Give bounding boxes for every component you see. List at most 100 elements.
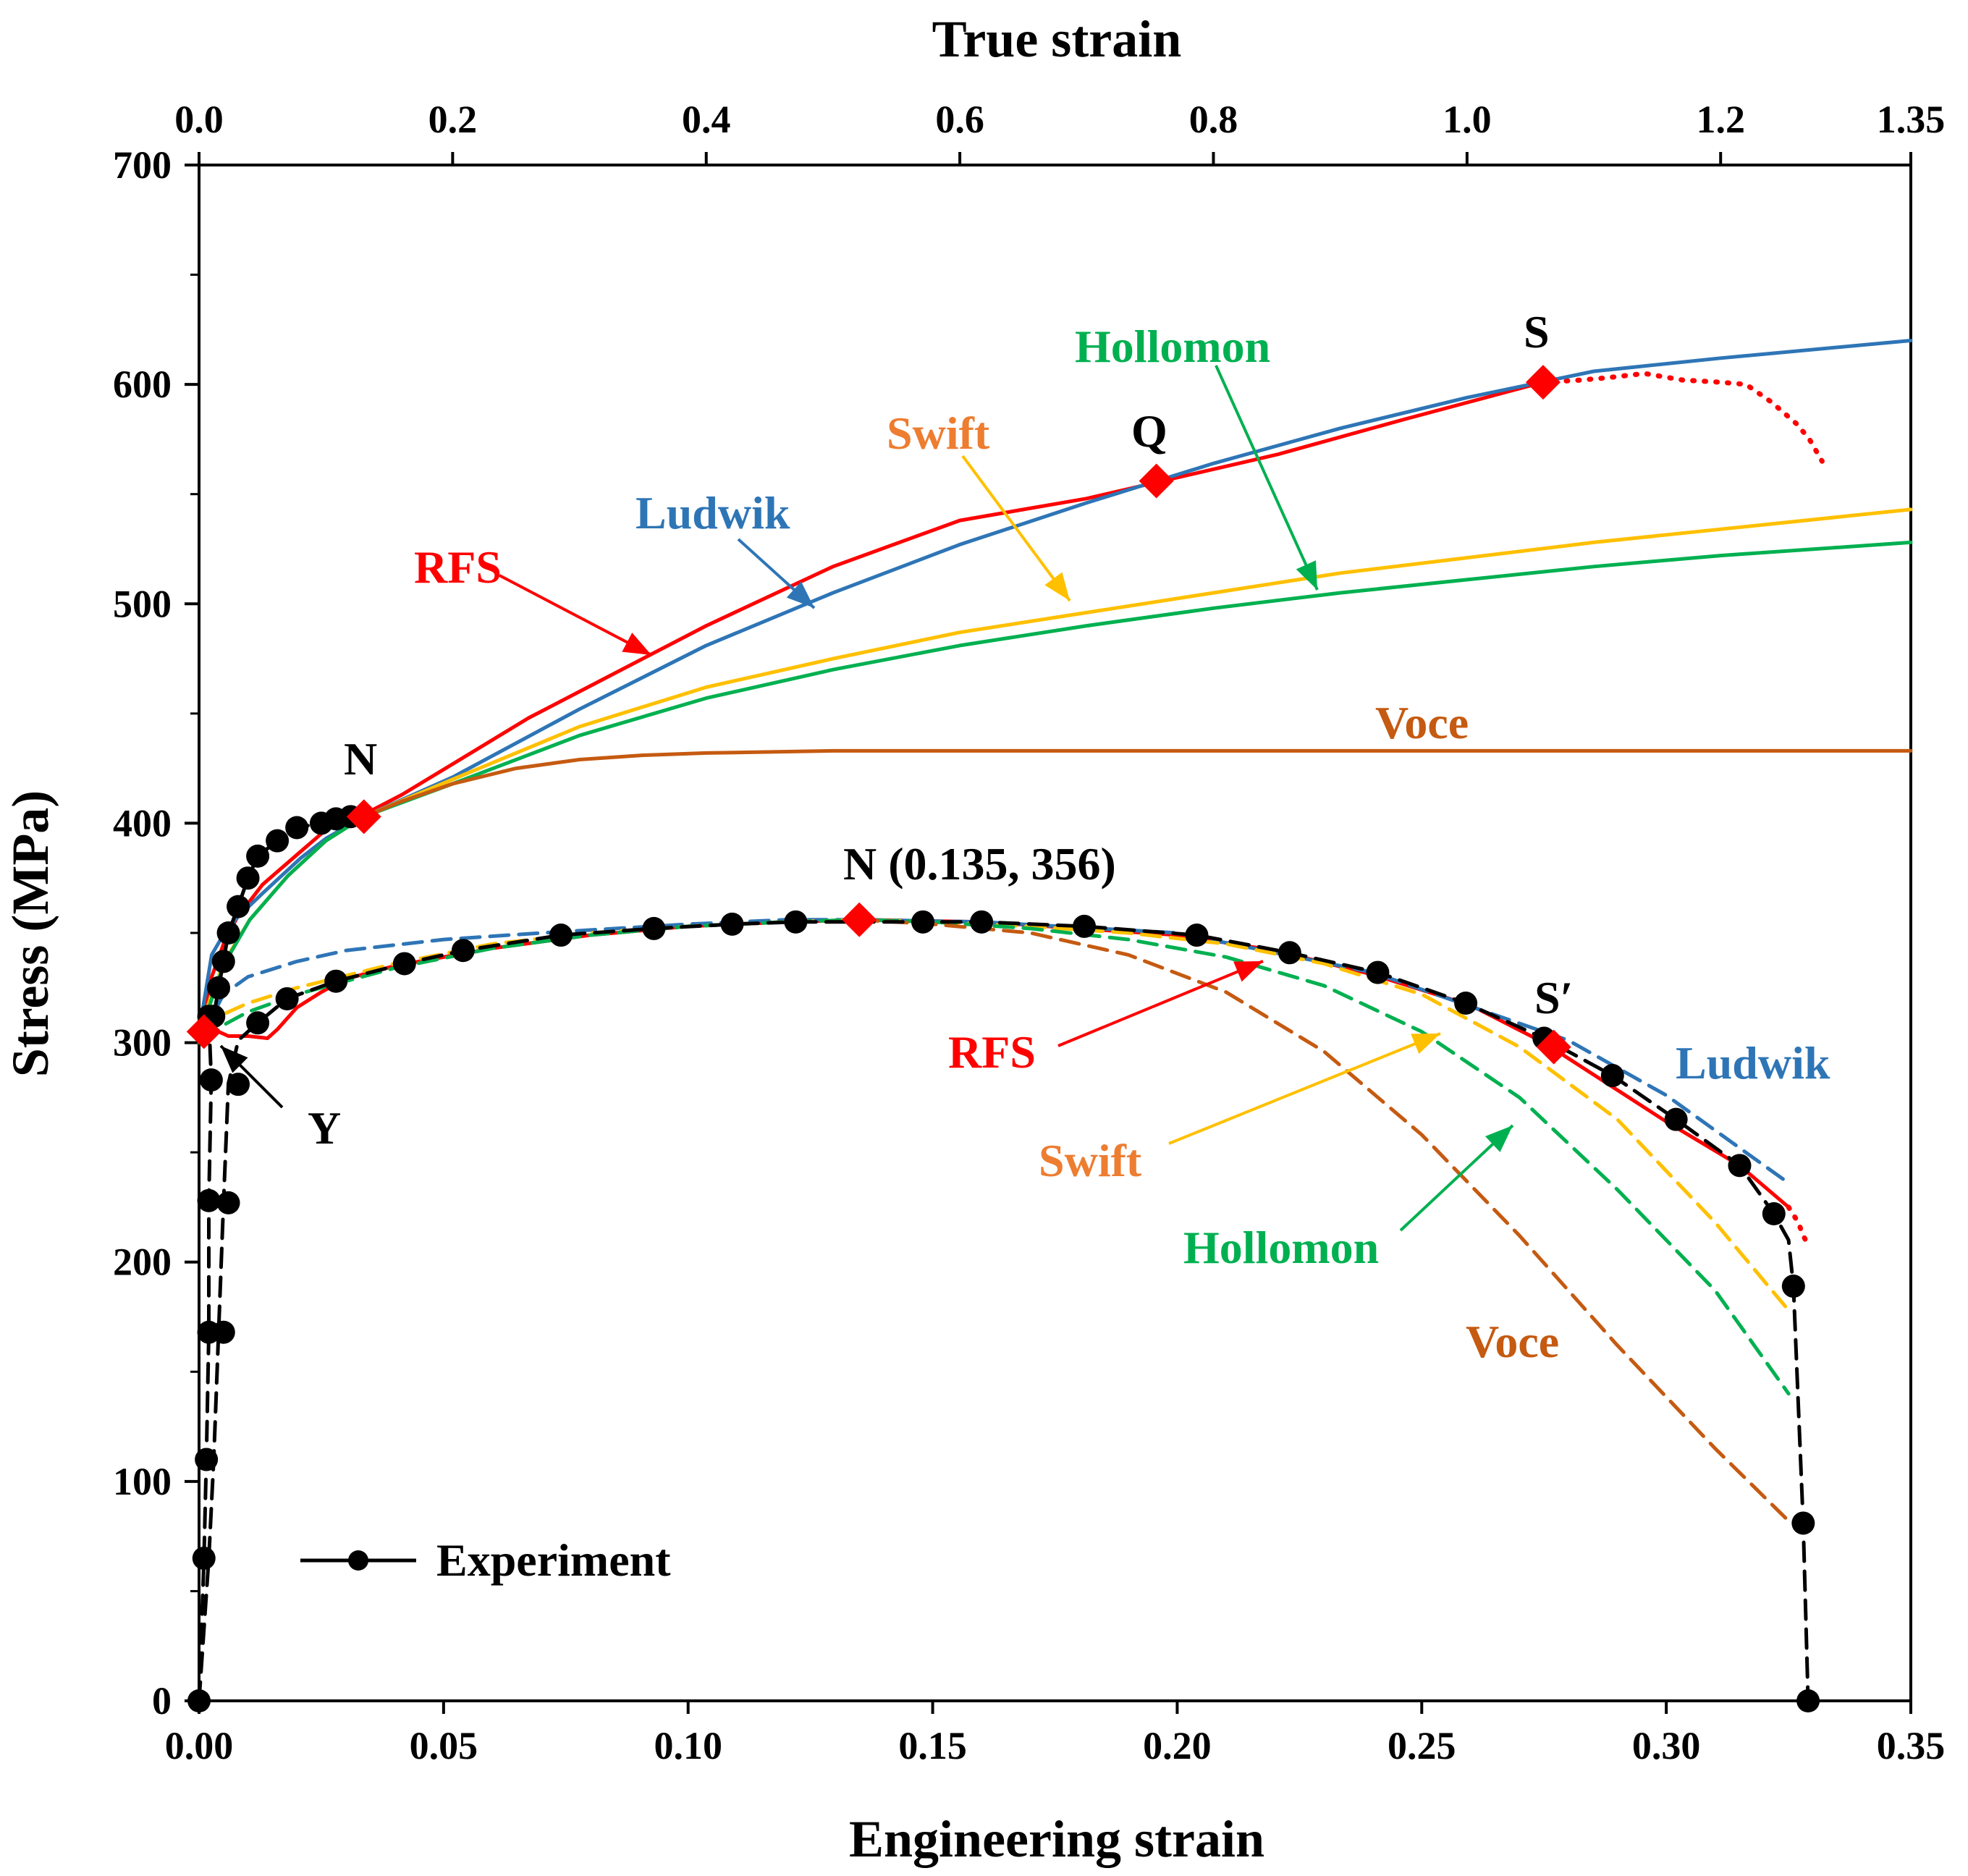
s-prime-label: S′ bbox=[1534, 972, 1574, 1023]
experiment-point bbox=[451, 939, 475, 963]
experiment-point bbox=[199, 1068, 223, 1092]
hollomon-top-arrow-head bbox=[1296, 560, 1317, 590]
rfs-top-arrow-head bbox=[622, 633, 651, 655]
rfs-bottom-label: RFS bbox=[948, 1026, 1036, 1078]
x2-tick-label: 0.2 bbox=[428, 98, 478, 141]
x2-tick-label: 1.35 bbox=[1877, 98, 1946, 141]
voce-engineering-curve bbox=[857, 918, 1791, 1523]
x-tick-label: 0.00 bbox=[165, 1724, 234, 1767]
axes-layer: 0.00 0.05 0.10 0.15 0.20 0.25 0.30 0.35 0.0 0.2 0.… bbox=[113, 98, 1945, 1767]
experiment-point bbox=[1366, 960, 1390, 984]
x-tick-label: 0.10 bbox=[654, 1724, 722, 1767]
y-tick-label: 700 bbox=[113, 143, 172, 187]
x2-tick-label: 0.6 bbox=[935, 98, 984, 141]
voce-bottom-label: Voce bbox=[1466, 1316, 1559, 1367]
s-label: S bbox=[1524, 306, 1550, 358]
legend: Experiment bbox=[300, 1534, 671, 1586]
experiment-point bbox=[246, 844, 270, 868]
diamond-marker-n bbox=[346, 799, 381, 835]
experiment-point bbox=[227, 895, 250, 918]
experiment-point bbox=[1600, 1064, 1624, 1088]
x-tick-label: 0.05 bbox=[410, 1724, 478, 1767]
x-tick-label: 0.25 bbox=[1388, 1724, 1456, 1767]
experiment-point bbox=[246, 1011, 270, 1035]
diamond-marker-q bbox=[1139, 463, 1174, 499]
experiment-point bbox=[227, 1073, 250, 1097]
y-tick-label: 100 bbox=[113, 1460, 172, 1503]
experiment-point bbox=[216, 1191, 240, 1214]
experiment-point bbox=[211, 950, 235, 973]
experiment-point bbox=[285, 816, 309, 840]
experiment-point bbox=[207, 976, 231, 1000]
swift-top-arrow-head bbox=[1044, 572, 1070, 601]
swift-bottom-arrow bbox=[1168, 1032, 1441, 1145]
swift-bottom-arrow-head bbox=[1411, 1034, 1440, 1055]
experiment-point bbox=[236, 866, 260, 890]
y-tick-label: 200 bbox=[113, 1241, 172, 1284]
curves-layer bbox=[187, 339, 1913, 1712]
experiment-point bbox=[1454, 992, 1478, 1015]
ludwik-top-label: Ludwik bbox=[635, 487, 790, 538]
x2-axis-title: True strain bbox=[932, 10, 1182, 68]
y-tick-label: 300 bbox=[113, 1021, 172, 1065]
legend-label: Experiment bbox=[436, 1534, 671, 1586]
rfs-engineering-curve bbox=[1786, 1204, 1811, 1247]
x-tick-label: 0.15 bbox=[898, 1724, 967, 1767]
rfs-top-arrow bbox=[499, 574, 652, 656]
diamond-marker-n bbox=[842, 902, 877, 937]
n-top-label: N bbox=[344, 733, 377, 785]
rfs-bottom-arrow-head bbox=[1233, 961, 1263, 982]
experiment-point bbox=[1073, 914, 1097, 938]
diamond-marker-y bbox=[186, 1014, 221, 1049]
experiment-point bbox=[195, 1448, 219, 1471]
voce-true-curve bbox=[362, 748, 1913, 819]
experiment-point bbox=[1185, 924, 1209, 947]
hollomon-bottom-label: Hollomon bbox=[1183, 1222, 1379, 1273]
experiment-point bbox=[216, 921, 240, 945]
hollomon-bottom-arrow-head bbox=[1485, 1125, 1513, 1152]
diamond-marker-s bbox=[1525, 365, 1561, 400]
rfs-top-label: RFS bbox=[414, 541, 502, 593]
y-arrow-head bbox=[221, 1046, 248, 1073]
experiment-point bbox=[211, 1320, 235, 1344]
experiment-point bbox=[911, 910, 935, 934]
swift-top-label: Swift bbox=[887, 407, 990, 459]
n-bottom-label: N (0.135, 356) bbox=[843, 838, 1116, 890]
experiment-point bbox=[549, 924, 573, 947]
hollomon-top-arrow bbox=[1215, 365, 1319, 591]
legend-marker bbox=[348, 1550, 368, 1571]
experiment-point bbox=[970, 910, 994, 934]
diamond-marker-s bbox=[1536, 1029, 1571, 1065]
experiment-point bbox=[392, 952, 416, 976]
markers-layer bbox=[186, 365, 1571, 1065]
ludwik-bottom-label: Ludwik bbox=[1676, 1037, 1830, 1089]
experiment-point bbox=[1796, 1689, 1820, 1712]
y-tick-label: 500 bbox=[113, 582, 172, 625]
experiment-point bbox=[784, 910, 808, 934]
experiment-point bbox=[1791, 1511, 1815, 1535]
experiment-point bbox=[1781, 1275, 1805, 1298]
experiment-point bbox=[1762, 1202, 1786, 1226]
y-axis-title: Stress (MPa) bbox=[1, 790, 59, 1078]
x-tick-label: 0.20 bbox=[1143, 1724, 1212, 1767]
experiment-point bbox=[1728, 1154, 1752, 1178]
hollomon-true-curve bbox=[197, 540, 1913, 1045]
experiment-point bbox=[1277, 941, 1301, 965]
y-tick-label: 400 bbox=[113, 801, 172, 845]
x2-tick-label: 0.0 bbox=[174, 98, 224, 141]
x-tick-label: 0.35 bbox=[1877, 1724, 1946, 1767]
ludwik-top-arrow-head bbox=[786, 581, 814, 608]
q-label: Q bbox=[1131, 405, 1167, 457]
y-point-label: Y bbox=[308, 1102, 341, 1154]
voce-top-label: Voce bbox=[1375, 697, 1469, 748]
experiment-point bbox=[720, 912, 744, 936]
experiment-point bbox=[197, 1188, 221, 1212]
x-axis-title: Engineering strain bbox=[849, 1810, 1264, 1868]
experiment-point bbox=[266, 829, 290, 853]
hollomon-top-label: Hollomon bbox=[1075, 321, 1270, 372]
swift-bottom-label: Swift bbox=[1039, 1135, 1142, 1186]
experiment-point bbox=[187, 1689, 211, 1712]
x2-tick-label: 0.4 bbox=[682, 98, 731, 141]
rfs-true-curve bbox=[1540, 371, 1825, 464]
